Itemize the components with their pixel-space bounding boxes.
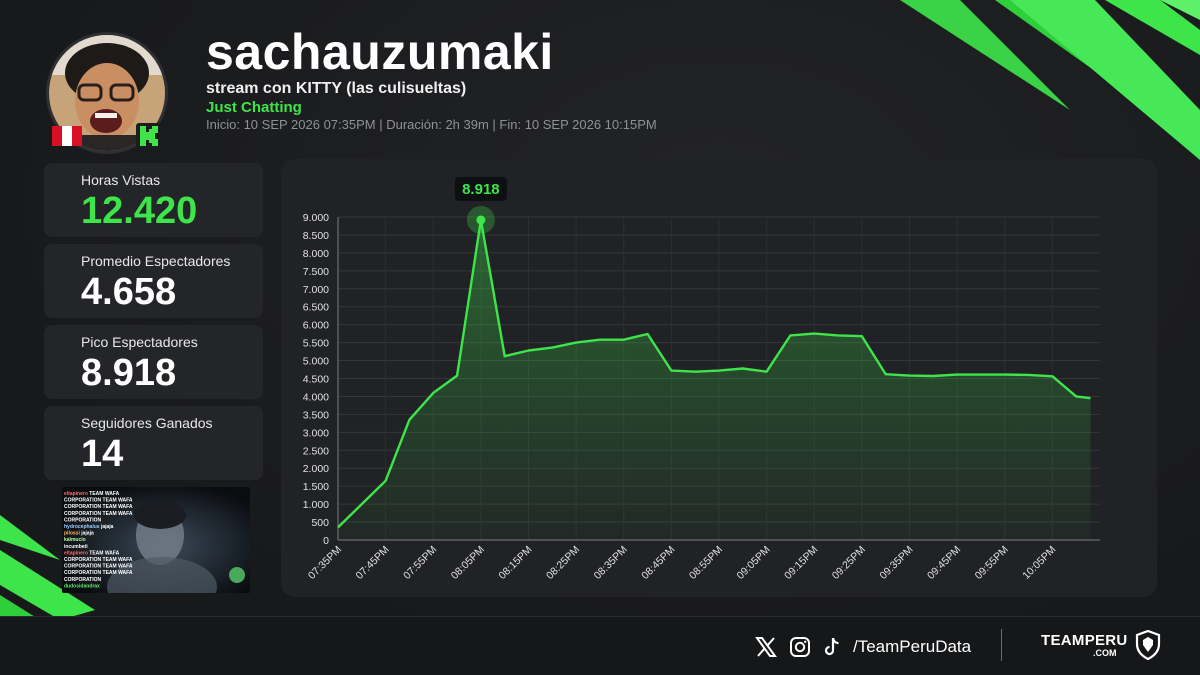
streamer-name: sachauzumaki — [206, 24, 554, 80]
stream-thumbnail: eltapinero TEAM WAFA CORPORATION TEAM WAF… — [62, 487, 250, 593]
stat-card-peak-viewers: Pico Espectadores 8.918 — [44, 325, 263, 399]
chat-line: CORPORATION TEAM WAFA — [64, 498, 133, 504]
stat-label: Promedio Espectadores — [81, 253, 231, 269]
y-tick-label: 1.000 — [303, 499, 329, 511]
y-tick-label: 8.000 — [303, 248, 329, 260]
x-tick-label: 08:05PM — [449, 544, 487, 582]
x-tick-label: 09:15PM — [782, 544, 820, 582]
chat-line: kalmucio — [64, 537, 86, 543]
shield-logo-icon — [1135, 630, 1161, 660]
brand-name: TEAMPERU — [1041, 632, 1128, 649]
stat-label: Seguidores Ganados — [81, 415, 213, 431]
x-tick-label: 08:35PM — [592, 544, 630, 582]
footer-bar — [0, 616, 1200, 675]
y-tick-label: 5.000 — [303, 356, 329, 368]
y-tick-label: 5.500 — [303, 338, 329, 350]
tiktok-icon[interactable] — [821, 636, 843, 658]
x-icon[interactable] — [755, 636, 777, 658]
green-stripes-decoration-left — [0, 515, 95, 620]
y-tick-label: 7.000 — [303, 284, 329, 296]
chat-line: CORPORATION TEAM WAFA — [64, 511, 133, 517]
y-tick-label: 1.500 — [303, 481, 329, 493]
chat-line: eltapinero TEAM WAFA — [64, 550, 120, 556]
viewers-chart-panel: 0 500 1.000 1.500 2.000 2.500 3.000 3.500 4.000 4… — [281, 159, 1157, 597]
kick-logo-icon — [136, 123, 162, 149]
stat-value: 4.658 — [81, 271, 177, 313]
stat-card-average-viewers: Promedio Espectadores 4.658 — [44, 244, 263, 318]
green-stripes-decoration — [900, 0, 1200, 160]
viewers-line — [337, 218, 1091, 529]
y-tick-label: 4.000 — [303, 391, 329, 403]
y-tick-label: 7.500 — [303, 266, 329, 278]
chat-line: incumbeti — [64, 544, 88, 550]
x-tick-label: 07:55PM — [401, 544, 439, 582]
stat-value: 14 — [81, 433, 124, 475]
x-tick-label: 10:05PM — [1020, 544, 1058, 582]
stat-value: 8.918 — [81, 352, 177, 394]
peru-flag-icon — [52, 126, 82, 146]
y-tick-label: 6.500 — [303, 302, 329, 314]
chat-line: CORPORATION — [64, 517, 102, 523]
y-tick-label: 0 — [323, 535, 329, 547]
stat-value: 12.420 — [81, 190, 198, 232]
x-tick-label: 09:25PM — [830, 544, 868, 582]
y-tick-label: 6.000 — [303, 320, 329, 332]
chat-line: CORPORATION TEAM WAFA — [64, 557, 133, 563]
stat-card-followers-gained: Seguidores Ganados 14 — [44, 406, 263, 480]
y-tick-label: 4.500 — [303, 374, 329, 386]
chat-line: hydrocephalus jajaja — [64, 524, 114, 530]
y-tick-label: 9.000 — [303, 212, 329, 224]
x-tick-label: 09:05PM — [735, 544, 773, 582]
y-tick-label: 3.000 — [303, 427, 329, 439]
y-tick-label: 2.000 — [303, 463, 329, 475]
chat-line: CORPORATION — [64, 577, 102, 583]
stream-category: Just Chatting — [206, 99, 302, 116]
y-tick-label: 2.500 — [303, 445, 329, 457]
viewers-area-fill — [338, 219, 1091, 540]
x-tick-label: 09:55PM — [973, 544, 1011, 582]
stat-label: Pico Espectadores — [81, 334, 198, 350]
x-tick-label: 09:35PM — [877, 544, 915, 582]
social-handle[interactable]: /TeamPeruData — [853, 637, 972, 656]
stream-times: Inicio: 10 SEP 2026 07:35PM | Duración: … — [206, 117, 657, 132]
x-tick-label: 07:35PM — [306, 544, 344, 582]
peak-label: 8.918 — [462, 181, 500, 198]
footer-divider — [1001, 629, 1002, 661]
x-tick-label: 08:25PM — [544, 544, 582, 582]
x-tick-label: 08:55PM — [687, 544, 725, 582]
x-tick-label: 07:45PM — [354, 544, 392, 582]
y-tick-label: 3.500 — [303, 409, 329, 421]
y-tick-label: 8.500 — [303, 230, 329, 242]
viewers-area-chart: 0 500 1.000 1.500 2.000 2.500 3.000 3.500 4.000 4… — [303, 176, 1100, 582]
stat-label: Horas Vistas — [81, 172, 161, 188]
chat-line: eltapinero TEAM WAFA — [64, 491, 120, 497]
stat-card-hours-watched: Horas Vistas 12.420 — [44, 163, 263, 237]
peak-marker — [476, 215, 486, 225]
x-tick-label: 08:45PM — [639, 544, 677, 582]
peak-label-box — [454, 176, 507, 201]
brand-domain: .COM — [1093, 648, 1117, 658]
instagram-icon[interactable] — [789, 636, 811, 658]
chat-line: CORPORATION TEAM WAFA — [64, 570, 133, 576]
chat-line: CORPORATION TEAM WAFA — [64, 504, 133, 510]
y-tick-label: 500 — [311, 517, 329, 529]
chat-line: dudosidandrax — [64, 583, 100, 589]
x-tick-label: 09:45PM — [925, 544, 963, 582]
chat-line: pilossi jajaja — [64, 531, 94, 537]
stream-title: stream con KITTY (las culisueltas) — [206, 80, 467, 97]
x-tick-label: 08:15PM — [496, 544, 534, 582]
chat-line: CORPORATION TEAM WAFA — [64, 564, 133, 570]
